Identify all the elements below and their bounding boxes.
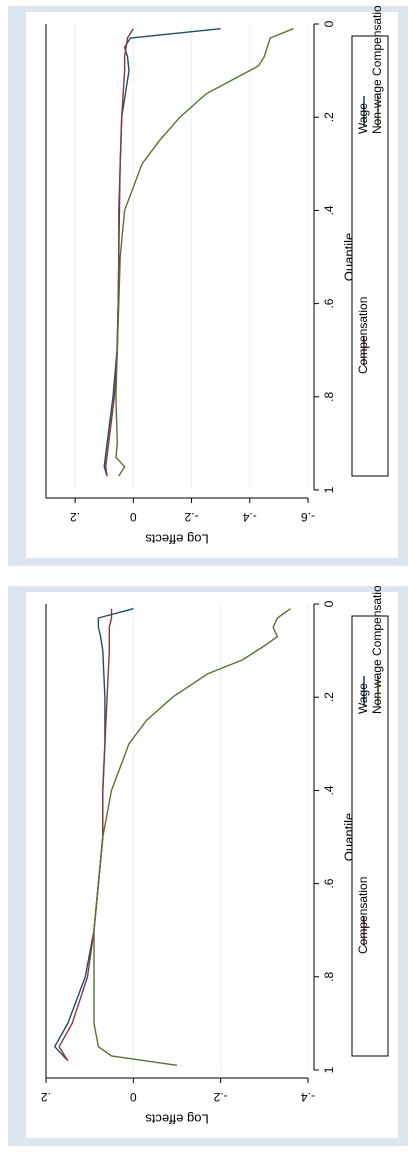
log-effects-axis-label: Log effects — [145, 532, 209, 547]
legend-label: Wage — [356, 683, 370, 714]
quantile-tick-label: .8 — [322, 971, 336, 981]
quantile-tick-label: .8 — [322, 391, 336, 401]
quantile-tick-label: .6 — [322, 878, 336, 888]
legend-box — [351, 35, 389, 477]
quantile-tick-label: 0 — [322, 600, 336, 607]
quantile-tick-label: .6 — [322, 298, 336, 308]
series-line-non-wage-compensation — [115, 28, 294, 477]
chart-panel-top: 0.2.4.6.8 1 Quantile -.6 -.4 -.2 0.2 Log effect… — [8, 6, 408, 566]
log-effects-axis-label: Log effects — [145, 1112, 209, 1127]
log-effects-tick-label: -.2 — [184, 510, 198, 524]
quantile-tick-label: 1 — [322, 1066, 336, 1073]
quantile-tick-label: .2 — [322, 692, 336, 702]
series-line-non-wage-compensation — [93, 608, 291, 1066]
plot-area-background — [26, 592, 398, 1138]
quantile-tick-label: 0 — [322, 20, 336, 27]
log-effects-tick-label: 0 — [130, 1090, 137, 1104]
legend-box — [351, 615, 389, 1057]
log-effects-tick-label: -.2 — [213, 1090, 227, 1104]
log-effects-tick-label: -.6 — [301, 510, 315, 524]
log-effects-tick-label: 0 — [130, 510, 137, 524]
quantile-tick-label: .2 — [322, 112, 336, 122]
chart-panel-bottom: 0.2.4.6.8 1 Quantile -.4 -.2 0.2 Log effects Wa… — [8, 586, 408, 1146]
log-effects-tick-label: -.4 — [301, 1090, 315, 1104]
log-effects-tick-label: -.4 — [242, 510, 256, 524]
series-line-compensation — [104, 28, 134, 477]
log-effects-tick-label: .2 — [41, 1090, 51, 1104]
legend-label: Compensation — [356, 877, 370, 954]
log-effects-tick-label: .2 — [70, 510, 80, 524]
legend-label: Non-wage Compensation — [370, 6, 384, 134]
plot-area-background — [26, 12, 398, 558]
legend-label: Wage — [356, 103, 370, 134]
quantile-tick-label: 1 — [322, 486, 336, 493]
quantile-tick-label: .4 — [322, 785, 336, 795]
quantile-tick-label: .4 — [322, 205, 336, 215]
series-line-compensation — [58, 608, 113, 1062]
legend-label: Non-wage Compensation — [370, 586, 384, 714]
legend-label: Compensation — [356, 297, 370, 374]
